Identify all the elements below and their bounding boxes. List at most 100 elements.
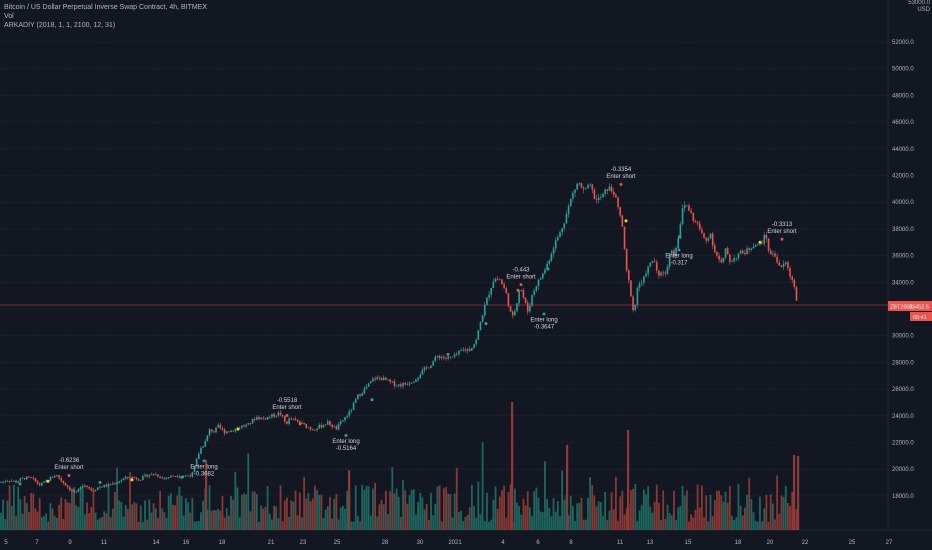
indicator-legend[interactable]: ARKADIY (2018, 1, 1, 2100, 12, 31): [4, 22, 116, 29]
candle-body: [271, 414, 273, 417]
candle-body: [167, 477, 170, 479]
countdown-value: 05:41: [913, 315, 927, 321]
candle-body: [795, 287, 798, 301]
volume-bar: [322, 518, 325, 530]
volume-bar: [746, 494, 748, 530]
volume-bar: [182, 515, 185, 530]
signal-dot: [546, 267, 550, 271]
candle-body: [410, 382, 413, 384]
candle-body: [389, 379, 391, 382]
candle-body: [456, 354, 458, 356]
volume-bar: [144, 500, 146, 530]
volume-bar: [664, 518, 667, 530]
annotation-value: Enter long: [530, 318, 557, 324]
candle-body: [787, 262, 789, 268]
candle-body: [258, 417, 260, 420]
y-tick-label: 26000.0: [892, 387, 914, 393]
volume-bar: [120, 501, 123, 530]
volume-bar: [150, 512, 153, 530]
candle-body: [658, 270, 660, 276]
volume-bar: [425, 503, 428, 530]
volume-bar: [352, 521, 355, 530]
x-tick-label: 18: [735, 540, 742, 546]
candle-body: [640, 282, 643, 284]
candle-body: [419, 374, 422, 378]
candle-body: [331, 425, 333, 428]
signal-dot: [236, 427, 240, 431]
volume-bar: [503, 485, 505, 530]
candle-body: [567, 206, 570, 214]
candle-body: [481, 315, 484, 322]
volume-bar: [71, 488, 73, 530]
candle-body: [210, 429, 213, 432]
candle-body: [718, 255, 720, 260]
volume-bar: [157, 517, 159, 530]
volume-bar: [419, 492, 422, 530]
volume-bar: [251, 491, 254, 530]
volume-bar: [275, 506, 278, 530]
candle-body: [406, 384, 409, 386]
volume-bar: [10, 506, 13, 530]
candle-body: [120, 480, 123, 482]
volume-bar: [733, 520, 736, 530]
volume-legend[interactable]: Vol: [4, 13, 14, 20]
candle-body: [45, 480, 47, 482]
volume-bar: [572, 506, 574, 530]
volume-bar: [208, 485, 211, 530]
candle-body: [703, 233, 705, 238]
candle-body: [705, 237, 707, 241]
candle-body: [524, 297, 527, 303]
candle-body: [296, 419, 299, 422]
volume-bar: [200, 512, 202, 530]
candle-body: [692, 212, 695, 222]
time-axis[interactable]: 5 7 9 11 14 16 18 21 23 25 28 30 2021 4 6 8 11 13 15 18 20 22…: [4, 540, 893, 546]
candle-body: [256, 417, 258, 420]
candle-body: [264, 418, 267, 420]
volume-bar: [230, 495, 232, 530]
volume-bar: [395, 488, 398, 530]
volume-bar: [68, 503, 71, 530]
volume-bar: [47, 521, 50, 530]
volume-bar: [580, 497, 583, 530]
candle-body: [486, 297, 488, 306]
candle-body: [744, 253, 746, 255]
candle-body: [591, 184, 594, 190]
x-tick-label: 16: [183, 540, 190, 546]
signal-dot: [446, 352, 450, 356]
currency-label[interactable]: USD: [917, 7, 930, 13]
volume-bar: [262, 508, 265, 530]
volume-bar: [215, 510, 217, 530]
volume-bar: [494, 486, 497, 530]
candle-body: [376, 377, 379, 380]
candle-body: [688, 205, 690, 211]
candle-body: [204, 441, 207, 447]
x-tick-label: 22: [802, 540, 809, 546]
candle-body: [615, 195, 617, 198]
candle-body: [752, 246, 755, 249]
candle-body: [243, 425, 245, 427]
volume-bar: [247, 453, 250, 530]
volume-bar: [335, 494, 338, 530]
volume-bar: [784, 485, 787, 530]
volume-spike: [627, 430, 630, 530]
volume-bar: [778, 513, 781, 530]
candle-body: [28, 476, 30, 478]
candle-body: [597, 197, 600, 200]
volume-bar: [578, 502, 581, 530]
candle-body: [466, 349, 469, 351]
symbol-title[interactable]: Bitcoin / US Dollar Perpetual Inverse Sw…: [4, 4, 208, 11]
volume-bar: [602, 515, 604, 530]
signal-dot: [758, 240, 762, 244]
candle-body: [499, 279, 501, 281]
y-tick-label: 38000.0: [892, 227, 914, 233]
candle-body: [475, 339, 477, 345]
volume-bar: [696, 484, 699, 530]
candle-body: [643, 276, 645, 283]
volume-bar: [754, 520, 757, 530]
volume-bar: [518, 506, 521, 530]
candle-body: [94, 489, 97, 491]
volume-bar: [782, 496, 785, 530]
volume-bar: [690, 514, 693, 530]
volume-bar: [475, 517, 478, 530]
